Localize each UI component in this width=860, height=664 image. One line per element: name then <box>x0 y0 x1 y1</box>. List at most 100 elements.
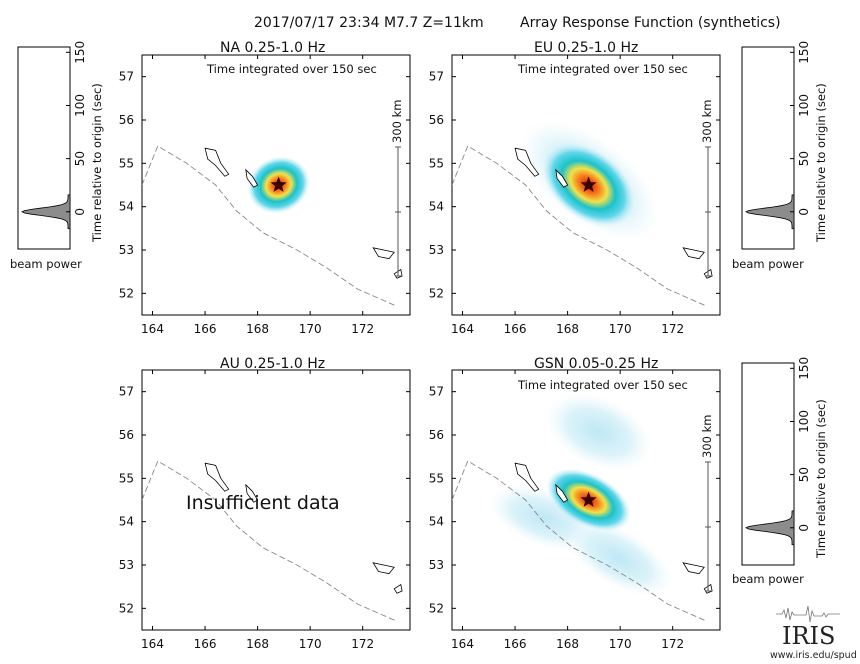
x-tick-label-na: 164 <box>141 322 164 336</box>
beam-peak-na <box>21 194 71 230</box>
map-panel-na: 300 km 164 166 168 170 172 52 53 54 55 56 57 <box>119 54 411 336</box>
island-attu-gsn <box>682 562 705 575</box>
y-tick-label-au: 55 <box>119 471 134 485</box>
beam-tick-label-eu: 0 <box>797 208 811 216</box>
island-bering-gsn <box>514 462 540 492</box>
island-agattu-au <box>393 583 403 594</box>
y-tick-label-au: 53 <box>119 558 134 572</box>
x-tick-label-na: 166 <box>194 322 217 336</box>
y-tick-label-na: 52 <box>119 286 134 300</box>
y-tick-label-na: 54 <box>119 200 134 214</box>
island-medny-au <box>245 483 259 503</box>
island-medny-na <box>245 168 259 188</box>
panel-title-au: AU 0.25-1.0 Hz <box>220 356 325 372</box>
beam-tick-label-eu: 100 <box>797 94 811 117</box>
response-sidelobe-south-gsn <box>564 519 673 597</box>
x-tick-label-gsn: 164 <box>451 637 474 651</box>
island-attu-na <box>372 247 395 260</box>
scale-bar-label-eu: 300 km <box>700 100 714 143</box>
x-tick-label-au: 172 <box>351 637 374 651</box>
x-tick-label-eu: 172 <box>661 322 684 336</box>
integration-note-na: Time integrated over 150 sec <box>206 62 377 76</box>
y-tick-label-au: 52 <box>119 601 134 615</box>
insufficient-data-message: Insufficient data <box>186 492 340 514</box>
scale-bar-label-gsn: 300 km <box>700 415 714 458</box>
beam-caption-gsn: beam power <box>732 572 804 586</box>
y-tick-label-eu: 54 <box>429 200 444 214</box>
x-tick-label-na: 170 <box>299 322 322 336</box>
x-tick-label-au: 164 <box>141 637 164 651</box>
beam-power-panel-gsn: 0 50 100 150 <box>741 357 811 566</box>
integration-note-eu: Time integrated over 150 sec <box>517 62 688 76</box>
trench-line-eu <box>452 145 708 307</box>
y-tick-label-gsn: 55 <box>429 471 444 485</box>
map-panel-au: 164 166 168 170 172 52 53 54 55 56 57 <box>119 369 411 651</box>
beam-tick-label-na: 150 <box>73 41 87 64</box>
x-tick-label-eu: 170 <box>609 322 632 336</box>
y-tick-label-eu: 53 <box>429 243 444 257</box>
trench-line-au <box>142 460 398 622</box>
beam-tick-label-na: 0 <box>73 208 87 216</box>
trench-line-na <box>142 145 398 307</box>
y-tick-label-au: 54 <box>119 515 134 529</box>
beam-peak-eu <box>745 194 795 230</box>
y-tick-label-au: 56 <box>119 428 134 442</box>
x-tick-label-au: 168 <box>246 637 269 651</box>
beam-tick-label-gsn: 150 <box>797 357 811 380</box>
svg-text:www.iris.edu/spud: www.iris.edu/spud <box>770 650 856 661</box>
beam-tick-label-eu: 50 <box>797 151 811 166</box>
x-tick-label-eu: 168 <box>556 322 579 336</box>
beam-power-panel-eu: 0 50 100 150 <box>741 41 811 250</box>
y-tick-label-na: 56 <box>119 113 134 127</box>
beam-tick-label-na: 100 <box>73 94 87 117</box>
island-bering-na <box>204 147 230 177</box>
y-tick-label-gsn: 53 <box>429 558 444 572</box>
map-panel-gsn: 300 km 164 166 168 170 172 52 53 54 55 56 57 <box>429 369 721 651</box>
x-tick-label-gsn: 170 <box>609 637 632 651</box>
beam-tick-label-gsn: 50 <box>797 467 811 482</box>
beam-tick-label-gsn: 0 <box>797 524 811 532</box>
beam-axis-label-eu: Time relative to origin (sec) <box>814 83 828 243</box>
island-bering-au <box>204 462 230 492</box>
y-tick-label-eu: 56 <box>429 113 444 127</box>
island-medny-eu <box>555 168 569 188</box>
y-tick-label-au: 57 <box>119 385 134 399</box>
beam-tick-label-na: 50 <box>73 151 87 166</box>
integration-note-gsn: Time integrated over 150 sec <box>517 378 688 392</box>
y-tick-label-gsn: 54 <box>429 515 444 529</box>
beam-axis-label-gsn: Time relative to origin (sec) <box>814 399 828 559</box>
island-medny-gsn <box>555 483 569 503</box>
beam-caption-na: beam power <box>10 257 82 271</box>
x-tick-label-na: 168 <box>246 322 269 336</box>
x-tick-label-au: 170 <box>299 637 322 651</box>
x-tick-label-gsn: 172 <box>661 637 684 651</box>
y-tick-label-eu: 55 <box>429 156 444 170</box>
epicenter-star-eu <box>580 176 597 192</box>
response-sidelobe-north-gsn <box>545 393 652 471</box>
epicenter-star-gsn <box>580 491 597 507</box>
panel-title-na: NA 0.25-1.0 Hz <box>220 40 325 56</box>
beam-tick-label-gsn: 100 <box>797 410 811 433</box>
figure-title: Array Response Function (synthetics) <box>520 15 781 31</box>
y-tick-label-eu: 57 <box>429 70 444 84</box>
scale-bar-label-na: 300 km <box>390 100 404 143</box>
map-panel-eu: 300 km 164 166 168 170 172 52 53 54 55 56 57 <box>429 54 721 336</box>
beam-power-panel-na: 0 50 100 150 <box>17 41 87 250</box>
x-tick-label-au: 166 <box>194 637 217 651</box>
trench-line-gsn <box>452 460 708 622</box>
island-attu-eu <box>682 247 705 260</box>
panel-title-eu: EU 0.25-1.0 Hz <box>534 40 638 56</box>
event-title: 2017/07/17 23:34 M7.7 Z=11km <box>254 15 484 31</box>
island-attu-au <box>372 562 395 575</box>
island-bering-eu <box>514 147 540 177</box>
x-tick-label-eu: 164 <box>451 322 474 336</box>
x-tick-label-gsn: 168 <box>556 637 579 651</box>
y-tick-label-na: 55 <box>119 156 134 170</box>
y-tick-label-na: 53 <box>119 243 134 257</box>
y-tick-label-eu: 52 <box>429 286 444 300</box>
map-frame-au <box>141 369 411 631</box>
beam-caption-eu: beam power <box>732 257 804 271</box>
y-tick-label-gsn: 56 <box>429 428 444 442</box>
panel-title-gsn: GSN 0.05-0.25 Hz <box>534 356 658 372</box>
